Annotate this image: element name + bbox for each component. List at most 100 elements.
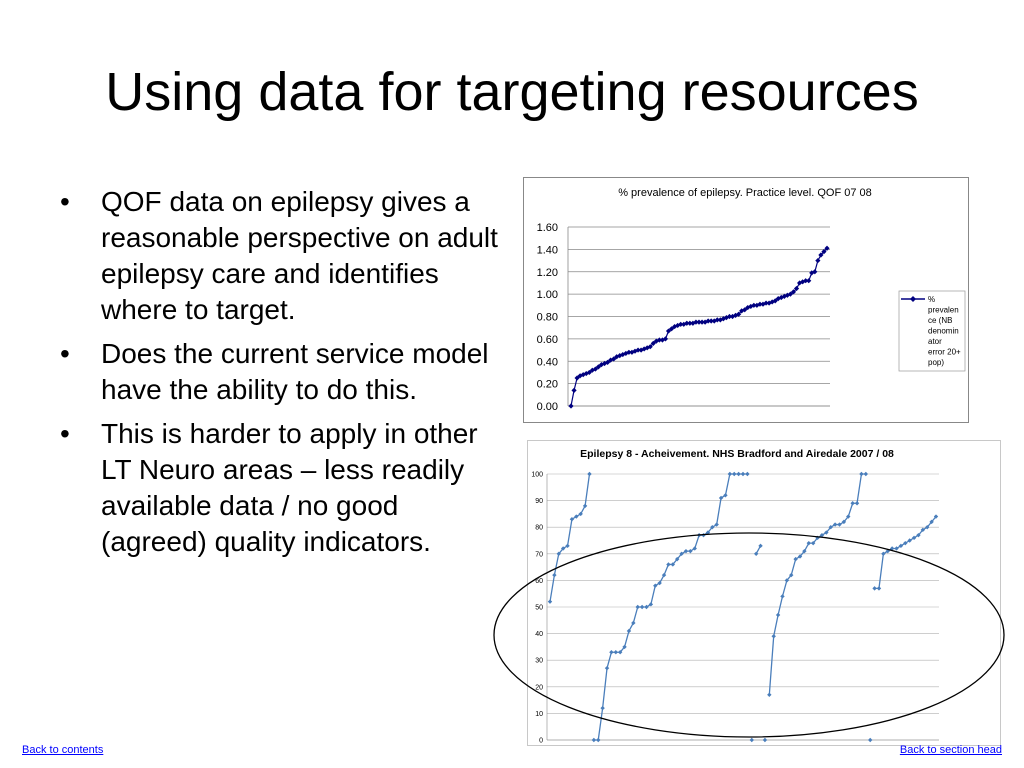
data-point — [749, 737, 754, 743]
data-point — [907, 538, 912, 543]
data-point — [718, 495, 724, 501]
data-point — [832, 522, 838, 527]
data-point — [574, 375, 580, 381]
data-point — [547, 599, 553, 604]
legend-label: denomin — [928, 327, 959, 336]
y-tick-label: 0.80 — [537, 312, 558, 324]
data-point — [806, 278, 812, 284]
y-tick-label: 100 — [531, 472, 543, 479]
data-point — [699, 319, 705, 325]
data-point — [809, 270, 815, 276]
data-point — [736, 471, 741, 477]
achievement-chart: Epilepsy 8 - Acheivement. NHS Bradford a… — [493, 440, 1005, 746]
data-point — [670, 562, 676, 567]
data-point — [778, 294, 784, 301]
data-point — [889, 546, 895, 551]
data-point — [762, 737, 768, 743]
data-point — [841, 519, 847, 525]
data-point — [638, 347, 644, 353]
y-tick-label: 70 — [535, 551, 543, 558]
y-tick-label: 0.00 — [537, 401, 558, 413]
legend-box — [898, 290, 966, 372]
data-point — [617, 353, 623, 359]
data-point — [784, 578, 790, 583]
data-point — [868, 737, 873, 743]
data-point — [693, 319, 699, 325]
prevalence-chart: % prevalence of epilepsy. Practice level… — [523, 177, 969, 423]
data-point — [648, 602, 654, 607]
data-point — [662, 336, 669, 342]
y-tick-label: 90 — [535, 498, 543, 505]
chart-frame — [523, 177, 969, 423]
data-point — [790, 289, 797, 295]
data-point — [846, 514, 851, 519]
data-point — [818, 252, 824, 258]
data-point — [837, 522, 842, 527]
y-tick-label: 1.20 — [537, 267, 558, 279]
y-tick-label: 60 — [535, 578, 543, 585]
data-point — [787, 291, 794, 297]
data-point — [793, 556, 798, 562]
annotation-ellipse — [493, 532, 1005, 738]
data-point — [591, 737, 597, 743]
data-point — [793, 285, 800, 292]
data-point — [815, 257, 821, 264]
bullet-item: Does the current service model have the … — [58, 336, 498, 408]
y-tick-label: 0.20 — [537, 379, 558, 391]
data-point — [821, 249, 827, 255]
data-point — [692, 546, 697, 551]
data-point — [863, 471, 869, 477]
data-point — [726, 313, 733, 320]
y-tick-label: 30 — [535, 658, 543, 665]
data-point — [771, 634, 776, 639]
data-point — [568, 403, 574, 409]
data-point — [850, 501, 855, 506]
data-point — [600, 705, 605, 711]
data-point — [812, 269, 818, 275]
data-point — [784, 292, 790, 298]
data-point — [775, 296, 781, 302]
data-point — [596, 737, 601, 743]
series-line — [549, 473, 591, 602]
data-point — [666, 562, 671, 567]
legend-label: ator — [928, 337, 942, 346]
y-tick-label: 1.00 — [537, 289, 558, 301]
data-point — [639, 604, 645, 610]
data-point — [723, 493, 728, 498]
back-to-section-head-link[interactable]: Back to section head — [899, 744, 1002, 756]
data-point — [732, 471, 737, 477]
chart-title: % prevalence of epilepsy. Practice level… — [618, 187, 872, 199]
data-point — [681, 321, 687, 327]
chart-title: Epilepsy 8 - Acheivement. NHS Bradford a… — [580, 448, 894, 460]
chart-frame — [527, 440, 1001, 746]
y-tick-label: 0.40 — [537, 356, 558, 368]
data-point — [754, 302, 760, 308]
data-point — [586, 369, 592, 376]
data-point — [745, 304, 751, 311]
legend-label: error 20+ — [928, 348, 961, 357]
data-point — [751, 302, 757, 308]
legend-label: ce (NB — [928, 316, 952, 325]
data-point — [824, 245, 830, 251]
y-tick-label: 40 — [535, 631, 543, 638]
data-point — [859, 471, 864, 477]
data-point — [635, 604, 640, 610]
data-point — [876, 586, 882, 591]
data-point — [740, 471, 746, 477]
back-to-contents-link[interactable]: Back to contents — [22, 744, 104, 756]
data-point — [608, 357, 614, 363]
data-point — [885, 548, 890, 554]
data-point — [781, 293, 787, 299]
data-point — [647, 344, 653, 350]
data-point — [803, 278, 809, 284]
legend-label: prevalen — [928, 306, 959, 315]
data-point — [933, 514, 939, 519]
y-tick-label: 50 — [535, 605, 543, 612]
data-point — [745, 471, 750, 477]
bullet-item: This is harder to apply in other LT Neur… — [58, 416, 498, 560]
data-point — [665, 328, 672, 334]
data-point — [595, 364, 602, 370]
data-point — [872, 586, 877, 591]
y-tick-label: 0 — [539, 738, 543, 745]
slide-title: Using data for targeting resources — [105, 62, 919, 122]
